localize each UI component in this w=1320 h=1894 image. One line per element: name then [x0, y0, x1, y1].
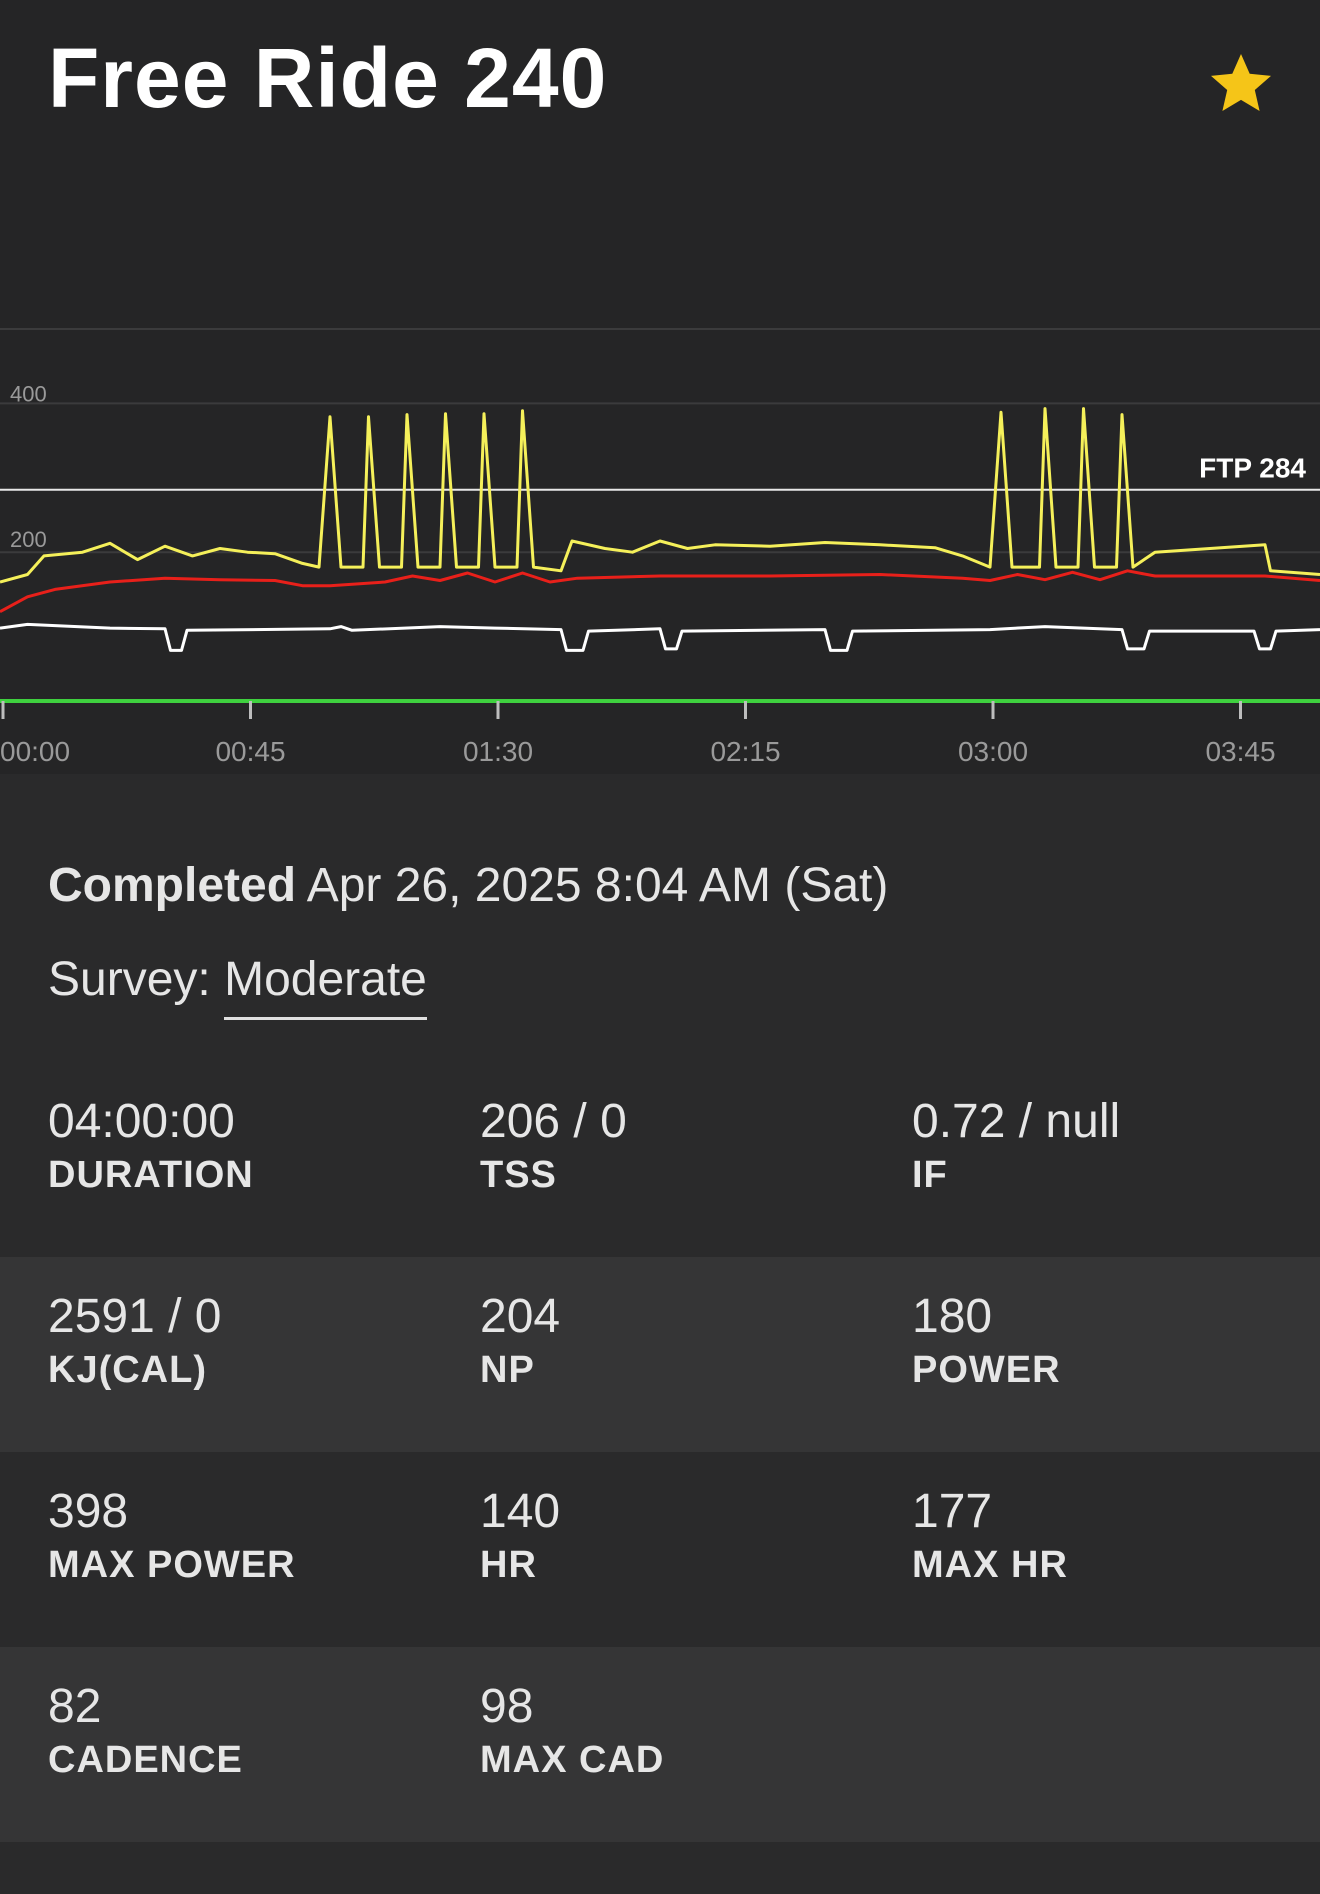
stat-hr-value: 140 [480, 1485, 561, 1538]
stat-max-power-value: 398 [48, 1485, 129, 1538]
stat-kj-cal-value: 2591 / 0 [48, 1290, 222, 1343]
stat-duration-label: DURATION [48, 1154, 254, 1196]
x-tick-label: 00:00 [0, 736, 70, 767]
x-tick-label: 00:45 [215, 736, 285, 767]
stats-row: 82 CADENCE 98 MAX CAD [0, 1647, 1320, 1842]
ftp-label: FTP 284 [1199, 453, 1306, 484]
x-tick-label: 03:45 [1205, 736, 1275, 767]
x-tick-label: 02:15 [710, 736, 780, 767]
stat-np-label: NP [480, 1349, 535, 1391]
survey-line: Survey: Moderate [48, 952, 427, 1020]
cadence-line [0, 622, 1320, 652]
stat-max-power-label: MAX POWER [48, 1544, 296, 1586]
stat-kj-cal-label: KJ(CAL) [48, 1349, 207, 1391]
x-tick-label: 03:00 [958, 736, 1028, 767]
workout-title: Free Ride 240 [48, 31, 608, 125]
survey-value-link[interactable]: Moderate [224, 952, 427, 1020]
completed-line: Completed Apr 26, 2025 8:04 AM (Sat) [48, 858, 888, 913]
stat-max-hr-label: MAX HR [912, 1544, 1068, 1586]
completed-datetime: Apr 26, 2025 8:04 AM (Sat) [306, 859, 889, 912]
stats-row: 2591 / 0 KJ(CAL) 204 NP 180 POWER [0, 1257, 1320, 1452]
stat-duration-value: 04:00:00 [48, 1095, 235, 1148]
power-line [0, 407, 1320, 584]
stats-row: 04:00:00 DURATION 206 / 0 TSS 0.72 / null IF [0, 1062, 1320, 1257]
survey-label: Survey: [48, 953, 211, 1006]
stats-row: 398 MAX POWER 140 HR 177 MAX HR [0, 1452, 1320, 1647]
workout-chart: 400 200 FTP 284 00:00 00:45 01:30 02:15 03:00 03… [0, 328, 1320, 767]
completed-label: Completed [48, 859, 297, 912]
stat-hr-label: HR [480, 1544, 537, 1586]
stat-tss-value: 206 / 0 [480, 1095, 627, 1148]
y-tick-label: 200 [10, 527, 47, 552]
y-tick-label: 400 [10, 381, 47, 406]
workout-header: Free Ride 240 400 200 FTP 284 00:00 00:45 01:… [0, 0, 1320, 774]
stat-power-value: 180 [912, 1290, 993, 1343]
stat-np-value: 204 [480, 1290, 561, 1343]
stat-power-label: POWER [912, 1349, 1061, 1391]
stat-if-label: IF [912, 1154, 948, 1196]
stat-tss-label: TSS [480, 1154, 557, 1196]
stat-cadence-value: 82 [48, 1680, 102, 1733]
star-icon[interactable] [1205, 48, 1277, 120]
heart-rate-line [0, 569, 1320, 614]
stat-max-hr-value: 177 [912, 1485, 993, 1538]
stat-if-value: 0.72 / null [912, 1095, 1121, 1148]
x-tick-label: 01:30 [463, 736, 533, 767]
stat-max-cad-value: 98 [480, 1680, 534, 1733]
stat-cadence-label: CADENCE [48, 1739, 243, 1781]
stat-max-cad-label: MAX CAD [480, 1739, 665, 1781]
